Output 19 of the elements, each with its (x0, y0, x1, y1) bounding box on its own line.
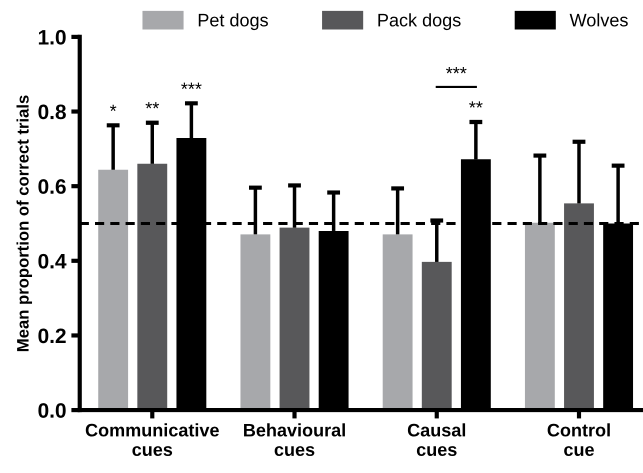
y-axis-title: Mean proportion of correct trials (16, 95, 32, 352)
legend-label: Pet dogs (198, 13, 268, 30)
x-tick-label: Communicative cues (86, 423, 219, 456)
x-tick-label: Behavioural cues (244, 423, 345, 456)
annotation: * (110, 104, 116, 112)
legend-label: Pack dogs (378, 13, 461, 30)
y-tick-label: 1.0 (38, 30, 66, 45)
annotation: ** (146, 102, 160, 108)
annotation: *** (181, 82, 202, 90)
legend-label: Wolves (570, 13, 628, 27)
annotation: ** (469, 101, 483, 108)
x-tick-label: Causal cues (408, 423, 466, 456)
annotation: *** (446, 67, 467, 74)
y-tick-label: 0.6 (38, 179, 66, 194)
y-tick-label: 0.0 (38, 403, 66, 418)
y-tick-label: 0.8 (38, 104, 66, 120)
y-tick-label: 0.2 (38, 328, 66, 344)
x-tick-label: Control cue (548, 423, 610, 456)
y-tick-label: 0.4 (38, 254, 66, 269)
